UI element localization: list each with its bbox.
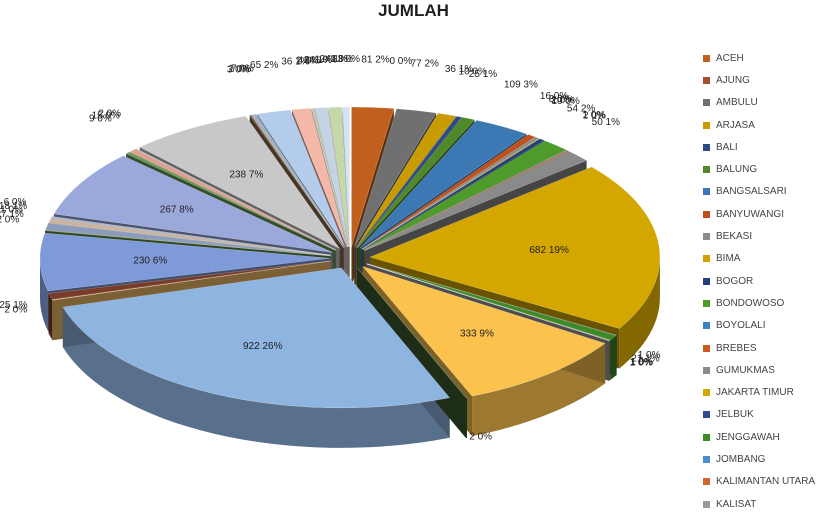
legend-label: JENGGAWAH (716, 432, 780, 443)
legend-label: BIMA (716, 253, 740, 264)
data-label: 109 3% (504, 79, 538, 90)
legend-label: BONDOWOSO (716, 298, 784, 309)
legend-item: BALI (703, 136, 831, 158)
legend-swatch (703, 211, 710, 218)
legend-swatch (703, 233, 710, 240)
legend-item: BEKASI (703, 225, 831, 247)
legend-item: ARJASA (703, 114, 831, 136)
data-label: 333 9% (460, 329, 494, 340)
legend-item: BONDOWOSO (703, 292, 831, 314)
legend-label: JOMBANG (716, 454, 765, 465)
legend-label: KALISAT (716, 499, 756, 510)
data-label: 25 1% (0, 300, 28, 311)
legend-swatch (703, 122, 710, 129)
legend-label: BANGSALSARI (716, 186, 787, 197)
data-label: 50 1% (592, 117, 620, 128)
legend-swatch (703, 55, 710, 62)
legend-label: ACEH (716, 53, 744, 64)
legend-swatch (703, 345, 710, 352)
legend-swatch (703, 456, 710, 463)
legend-swatch (703, 501, 710, 508)
legend-swatch (703, 99, 710, 106)
legend-item: AMBULU (703, 92, 831, 114)
data-label: 65 2% (250, 60, 278, 71)
legend-item: KALIMANTAN UTARA (703, 471, 831, 493)
legend-swatch (703, 255, 710, 262)
data-label: 25 1% (469, 69, 497, 80)
data-label: 6 0% (4, 197, 27, 208)
data-label: 922 26% (243, 341, 283, 352)
legend-swatch (703, 144, 710, 151)
data-label: 267 8% (160, 204, 194, 215)
legend-label: JELBUK (716, 409, 754, 420)
legend-label: KALIMANTAN UTARA (716, 476, 815, 487)
legend-swatch (703, 434, 710, 441)
legend-label: BALI (716, 142, 738, 153)
legend-swatch (703, 478, 710, 485)
legend-label: AMBULU (716, 97, 758, 108)
legend-item: GUMUKMAS (703, 359, 831, 381)
pie-chart: 81 2%0 0%77 2%36 1%10 0%25 1%109 3%16 0%… (0, 0, 832, 497)
legend-swatch (703, 300, 710, 307)
legend-label: ARJASA (716, 120, 755, 131)
legend-item: BALUNG (703, 158, 831, 180)
legend-item: BIMA (703, 248, 831, 270)
legend-swatch (703, 77, 710, 84)
legend-swatch (703, 188, 710, 195)
legend-label: BOYOLALI (716, 320, 765, 331)
legend-item: BANGSALSARI (703, 181, 831, 203)
legend-item: AJUNG (703, 69, 831, 91)
legend-item: BREBES (703, 337, 831, 359)
legend-item: JENGGAWAH (703, 426, 831, 448)
legend-item: ACEH (703, 47, 831, 69)
data-label: 81 2% (361, 55, 389, 66)
data-label: 230 6% (133, 256, 167, 267)
data-label: 1 0% (630, 357, 653, 368)
data-label: 2 0% (469, 432, 492, 443)
legend-item: JAKARTA TIMUR (703, 381, 831, 403)
legend: ACEH AJUNG AMBULU ARJASA BALI BALUNG BANGSALSA… (703, 47, 831, 515)
legend-swatch (703, 389, 710, 396)
legend-swatch (703, 166, 710, 173)
data-label: 13 0% (332, 54, 360, 65)
legend-item: BOYOLALI (703, 315, 831, 337)
legend-item: KALISAT (703, 493, 831, 515)
legend-label: AJUNG (716, 75, 750, 86)
legend-swatch (703, 411, 710, 418)
data-label: 238 7% (229, 169, 263, 180)
legend-label: BOGOR (716, 276, 753, 287)
data-label: 682 19% (529, 245, 569, 256)
legend-label: BALUNG (716, 164, 757, 175)
data-label: 2 0% (98, 108, 121, 119)
legend-item: BANYUWANGI (703, 203, 831, 225)
legend-label: BEKASI (716, 231, 752, 242)
legend-swatch (703, 322, 710, 329)
legend-item: JOMBANG (703, 448, 831, 470)
legend-label: JAKARTA TIMUR (716, 387, 794, 398)
legend-label: GUMUKMAS (716, 365, 775, 376)
data-label: 0 0% (389, 56, 412, 67)
legend-label: BANYUWANGI (716, 209, 784, 220)
legend-item: BOGOR (703, 270, 831, 292)
legend-swatch (703, 367, 710, 374)
legend-item: JELBUK (703, 404, 831, 426)
legend-swatch (703, 278, 710, 285)
data-label: 77 2% (411, 59, 439, 70)
legend-label: BREBES (716, 343, 757, 354)
